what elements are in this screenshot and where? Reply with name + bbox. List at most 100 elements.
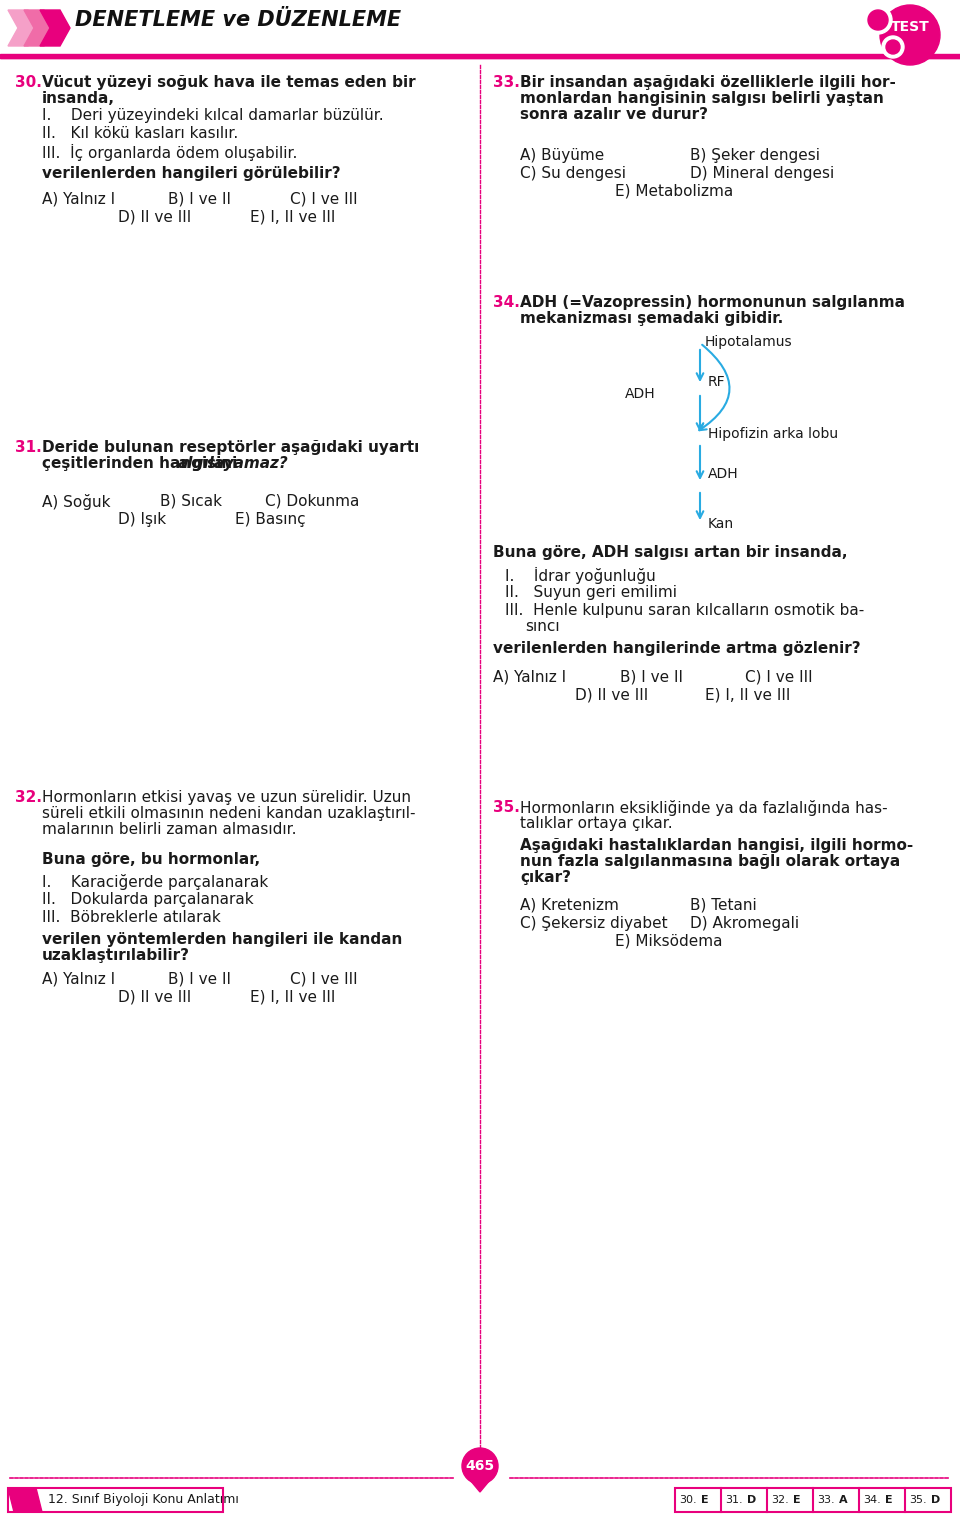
Text: ADH: ADH — [708, 467, 738, 481]
Text: 34.: 34. — [863, 1494, 880, 1505]
Text: A) Yalnız I: A) Yalnız I — [42, 972, 115, 987]
Circle shape — [462, 1448, 498, 1484]
Text: I.    Karaciğerde parçalanarak: I. Karaciğerde parçalanarak — [42, 874, 268, 890]
Text: Aşağıdaki hastalıklardan hangisi, ilgili hormo-: Aşağıdaki hastalıklardan hangisi, ilgili… — [520, 837, 913, 853]
Text: E: E — [793, 1494, 801, 1505]
Text: Hormonların etkisi yavaş ve uzun sürelidir. Uzun: Hormonların etkisi yavaş ve uzun sürelid… — [42, 790, 411, 805]
Text: C) I ve III: C) I ve III — [290, 972, 358, 987]
Text: E) Basınç: E) Basınç — [235, 511, 305, 527]
Text: 465: 465 — [466, 1459, 494, 1473]
Text: sonra azalır ve durur?: sonra azalır ve durur? — [520, 107, 708, 122]
Text: 33.: 33. — [817, 1494, 834, 1505]
Bar — [8, 1488, 223, 1513]
Text: B) I ve II: B) I ve II — [168, 972, 231, 987]
Text: verilenlerden hangileri görülebilir?: verilenlerden hangileri görülebilir? — [42, 165, 341, 181]
Text: A) Soğuk: A) Soğuk — [42, 495, 110, 510]
Text: D) Mineral dengesi: D) Mineral dengesi — [690, 165, 834, 181]
Text: C) Su dengesi: C) Su dengesi — [520, 165, 626, 181]
Text: II.   Kıl kökü kasları kasılır.: II. Kıl kökü kasları kasılır. — [42, 126, 238, 141]
Text: E) I, II ve III: E) I, II ve III — [250, 210, 335, 225]
Text: 30.: 30. — [15, 75, 42, 90]
Text: II.   Dokularda parçalanarak: II. Dokularda parçalanarak — [42, 893, 253, 906]
Text: DENETLEME ve DÜZENLEME: DENETLEME ve DÜZENLEME — [75, 11, 401, 31]
Text: Hipofizin arka lobu: Hipofizin arka lobu — [708, 427, 838, 441]
Text: D) II ve III: D) II ve III — [575, 687, 648, 703]
Text: verilen yöntemlerden hangileri ile kandan: verilen yöntemlerden hangileri ile kanda… — [42, 932, 402, 948]
Text: TEST: TEST — [891, 20, 929, 34]
Text: nun fazla salgılanmasına bağlı olarak ortaya: nun fazla salgılanmasına bağlı olarak or… — [520, 854, 900, 870]
Polygon shape — [470, 1480, 490, 1493]
Text: I.    Deri yüzeyindeki kılcal damarlar büzülür.: I. Deri yüzeyindeki kılcal damarlar büzü… — [42, 109, 384, 122]
Text: Buna göre, ADH salgısı artan bir insanda,: Buna göre, ADH salgısı artan bir insanda… — [493, 545, 848, 560]
Text: D) Işık: D) Işık — [118, 511, 166, 527]
Polygon shape — [24, 11, 54, 46]
Text: mekanizması şemadaki gibidir.: mekanizması şemadaki gibidir. — [520, 311, 783, 326]
Text: 32.: 32. — [15, 790, 42, 805]
Text: A) Yalnız I: A) Yalnız I — [42, 191, 115, 207]
Text: ADH (=Vazopressin) hormonunun salgılanma: ADH (=Vazopressin) hormonunun salgılanma — [520, 295, 905, 309]
Text: B) Tetani: B) Tetani — [690, 899, 756, 912]
Text: D) Akromegali: D) Akromegali — [690, 916, 799, 931]
Text: verilenlerden hangilerinde artma gözlenir?: verilenlerden hangilerinde artma gözleni… — [493, 641, 860, 655]
Text: çeşitlerinden hangisini: çeşitlerinden hangisini — [42, 456, 243, 472]
Text: III.  Böbreklerle atılarak: III. Böbreklerle atılarak — [42, 909, 221, 925]
Text: uzaklaştırılabilir?: uzaklaştırılabilir? — [42, 948, 190, 963]
Text: ADH: ADH — [625, 387, 656, 401]
Circle shape — [880, 5, 940, 64]
Text: E: E — [701, 1494, 708, 1505]
Text: süreli etkili olmasının nedeni kandan uzaklaştırıl-: süreli etkili olmasının nedeni kandan uz… — [42, 805, 416, 821]
Text: III.  İç organlarda ödem oluşabilir.: III. İç organlarda ödem oluşabilir. — [42, 144, 298, 161]
Bar — [0, 55, 960, 58]
Text: 31.: 31. — [725, 1494, 743, 1505]
Text: B) I ve II: B) I ve II — [168, 191, 231, 207]
Text: Vücut yüzeyi soğuk hava ile temas eden bir: Vücut yüzeyi soğuk hava ile temas eden b… — [42, 75, 416, 90]
Text: çıkar?: çıkar? — [520, 870, 571, 885]
Polygon shape — [8, 1488, 42, 1513]
Text: 35.: 35. — [493, 801, 520, 814]
Polygon shape — [40, 11, 70, 46]
Text: E) I, II ve III: E) I, II ve III — [250, 991, 335, 1004]
Text: B) Şeker dengesi: B) Şeker dengesi — [690, 149, 820, 162]
Text: malarının belirli zaman almasıdır.: malarının belirli zaman almasıdır. — [42, 822, 297, 837]
Text: Deride bulunan reseptörler aşağıdaki uyartı: Deride bulunan reseptörler aşağıdaki uya… — [42, 439, 420, 455]
Text: E) Metabolizma: E) Metabolizma — [615, 184, 733, 199]
Text: 31.: 31. — [15, 439, 41, 455]
Text: A) Büyüme: A) Büyüme — [520, 149, 604, 162]
Text: Buna göre, bu hormonlar,: Buna göre, bu hormonlar, — [42, 851, 260, 867]
Circle shape — [868, 11, 888, 31]
Text: 12. Sınıf Biyoloji Konu Anlatımı: 12. Sınıf Biyoloji Konu Anlatımı — [48, 1493, 239, 1505]
Circle shape — [864, 6, 892, 34]
Text: Hormonların eksikliğinde ya da fazlalığında has-: Hormonların eksikliğinde ya da fazlalığı… — [520, 801, 888, 816]
Text: D: D — [931, 1494, 940, 1505]
Text: D) II ve III: D) II ve III — [118, 991, 191, 1004]
Text: sıncı: sıncı — [525, 619, 560, 634]
Text: C) Dokunma: C) Dokunma — [265, 495, 359, 508]
FancyArrowPatch shape — [699, 344, 730, 430]
Text: 34.: 34. — [493, 295, 520, 309]
Text: Bir insandan aşağıdaki özelliklerle ilgili hor-: Bir insandan aşağıdaki özelliklerle ilgi… — [520, 75, 896, 90]
Text: 35.: 35. — [909, 1494, 926, 1505]
Text: 32.: 32. — [771, 1494, 789, 1505]
Text: E: E — [885, 1494, 893, 1505]
Text: I.    İdrar yoğunluğu: I. İdrar yoğunluğu — [505, 566, 656, 583]
Bar — [0, 54, 960, 58]
Text: D: D — [747, 1494, 756, 1505]
Text: C) Şekersiz diyabet: C) Şekersiz diyabet — [520, 916, 667, 931]
Text: RF: RF — [708, 375, 726, 389]
Text: algılayamaz?: algılayamaz? — [178, 456, 289, 472]
Circle shape — [886, 40, 900, 54]
Text: talıklar ortaya çıkar.: talıklar ortaya çıkar. — [520, 816, 673, 831]
Text: B) Sıcak: B) Sıcak — [160, 495, 222, 508]
Text: A: A — [839, 1494, 848, 1505]
Text: A) Yalnız I: A) Yalnız I — [493, 669, 566, 684]
Text: monlardan hangisinin salgısı belirli yaştan: monlardan hangisinin salgısı belirli yaş… — [520, 90, 884, 106]
Text: Hipotalamus: Hipotalamus — [705, 335, 793, 349]
Text: C) I ve III: C) I ve III — [745, 669, 812, 684]
Text: C) I ve III: C) I ve III — [290, 191, 358, 207]
Text: insanda,: insanda, — [42, 90, 115, 106]
Bar — [675, 1488, 951, 1513]
Text: 30.: 30. — [679, 1494, 697, 1505]
Text: E) I, II ve III: E) I, II ve III — [705, 687, 790, 703]
Text: B) I ve II: B) I ve II — [620, 669, 683, 684]
Text: E) Miksödema: E) Miksödema — [615, 934, 723, 949]
